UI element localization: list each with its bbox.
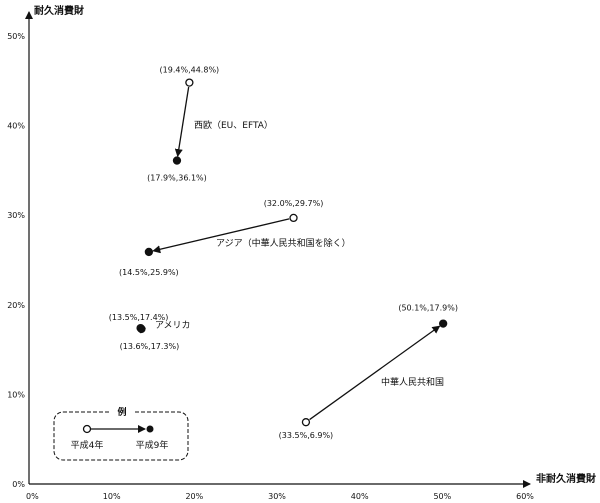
- x-tick-labels: 0% 10% 20% 30% 40% 50% 60%: [26, 492, 534, 501]
- y-tick-label: 0%: [12, 480, 25, 489]
- data-label: (17.9%,36.1%): [147, 174, 207, 183]
- legend-filled-marker: [146, 425, 154, 433]
- data-label: (13.5%,17.4%): [109, 313, 169, 322]
- data-label: (50.1%,17.9%): [398, 304, 458, 313]
- legend-open-marker: [82, 424, 92, 434]
- series-arrow: [152, 218, 290, 254]
- x-tick-label: 0%: [26, 492, 39, 501]
- series-name-label: アジア（中華人民共和国を除く）: [216, 237, 351, 249]
- x-tick-label: 40%: [351, 492, 369, 501]
- data-point-filled: [439, 319, 448, 328]
- series-layer: (19.4%,44.8%) (17.9%,36.1%) 西欧（EU、EFTA） (32…: [109, 66, 458, 441]
- series-name-label: 中華人民共和国: [381, 376, 444, 388]
- data-label: (32.0%,29.7%): [264, 199, 324, 208]
- series-name-label: 西欧（EU、EFTA）: [194, 119, 273, 131]
- legend: 例 平成4年 平成9年: [53, 406, 189, 461]
- data-label: (14.5%,25.9%): [119, 268, 179, 277]
- series-group: (13.5%,17.4%) (13.6%,17.3%) アメリカ: [109, 313, 191, 351]
- data-label: (19.4%,44.8%): [160, 66, 220, 75]
- legend-filled-label: 平成9年: [136, 439, 169, 451]
- x-tick-label: 10%: [103, 492, 121, 501]
- data-point-filled: [144, 247, 154, 257]
- series-group: (32.0%,29.7%) (14.5%,25.9%) アジア（中華人民共和国を除く…: [119, 199, 351, 277]
- data-label: (33.5%,6.9%): [279, 431, 334, 440]
- series-group: (19.4%,44.8%) (17.9%,36.1%) 西欧（EU、EFTA）: [147, 66, 273, 183]
- y-axis-title: 耐久消費財: [34, 4, 84, 17]
- x-tick-label: 30%: [268, 492, 286, 501]
- data-point-open: [301, 418, 311, 427]
- y-tick-label: 20%: [7, 301, 25, 310]
- y-tick-labels: 0% 10% 20% 30% 40% 50%: [7, 32, 25, 489]
- data-point-open: [185, 78, 194, 87]
- legend-open-label: 平成4年: [71, 439, 104, 451]
- data-label: (13.6%,17.3%): [120, 342, 180, 351]
- legend-title: 例: [117, 406, 126, 418]
- y-tick-label: 40%: [7, 122, 25, 131]
- data-point-filled: [172, 156, 182, 165]
- data-point-filled: [137, 324, 146, 334]
- legend-box: [53, 411, 189, 461]
- series-group: (33.5%,6.9%) (50.1%,17.9%) 中華人民共和国: [279, 304, 458, 441]
- x-tick-label: 20%: [185, 492, 203, 501]
- series-arrow: [309, 325, 441, 421]
- series-arrow: [174, 86, 190, 158]
- y-tick-label: 10%: [7, 390, 25, 399]
- x-tick-label: 60%: [516, 492, 534, 501]
- data-point-open: [289, 213, 298, 223]
- series-name-label: アメリカ: [155, 320, 191, 331]
- y-tick-label: 50%: [7, 32, 25, 41]
- x-axis-title: 非耐久消費財: [536, 472, 596, 485]
- y-tick-label: 30%: [7, 211, 25, 220]
- x-tick-label: 50%: [433, 492, 451, 501]
